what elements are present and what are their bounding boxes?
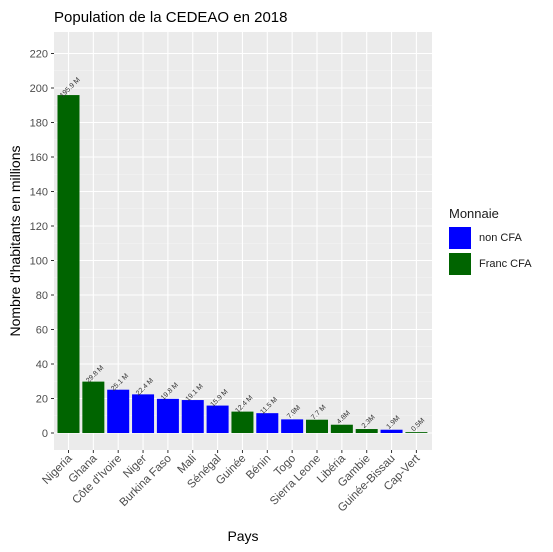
bar — [206, 405, 229, 433]
legend-label-non-cfa: non CFA — [479, 232, 522, 244]
bar — [256, 413, 279, 433]
legend: Monnaie non CFA Franc CFA — [449, 206, 532, 277]
y-tick-label: 120 — [30, 221, 48, 233]
legend-item-franc-cfa: Franc CFA — [449, 251, 532, 277]
legend-item-non-cfa: non CFA — [449, 225, 532, 251]
bar — [231, 411, 254, 433]
bar — [181, 400, 204, 433]
y-tick-label: 160 — [30, 152, 48, 164]
bar — [82, 381, 105, 433]
bar — [405, 432, 428, 433]
y-tick-label: 200 — [30, 83, 48, 95]
y-tick-label: 140 — [30, 187, 48, 199]
y-tick-label: 40 — [36, 359, 48, 371]
bars-group — [57, 95, 428, 433]
bar — [107, 389, 130, 433]
bar — [380, 429, 403, 433]
y-tick-label: 180 — [30, 118, 48, 130]
bar — [156, 398, 179, 433]
chart-title: Population de la CEDEAO en 2018 — [54, 9, 288, 26]
bar — [306, 419, 328, 433]
y-tick-label: 60 — [36, 325, 48, 337]
y-tick-label: 20 — [36, 394, 48, 406]
bar — [57, 95, 80, 433]
y-tick-label: 80 — [36, 290, 48, 302]
bar — [132, 394, 155, 433]
legend-title: Monnaie — [449, 206, 499, 221]
legend-key-franc-cfa — [449, 253, 471, 275]
y-axis-title: Nombre d'habitants en millions — [7, 146, 23, 337]
y-tick-label: 0 — [42, 428, 48, 440]
bar — [355, 429, 378, 433]
x-axis-title: Pays — [227, 528, 258, 544]
bar — [281, 419, 304, 433]
y-axis: 0 20 40 60 80 100 120 140 160 180 200 220 — [30, 49, 54, 440]
legend-key-non-cfa — [449, 227, 471, 249]
x-tick-label: Bénin — [244, 453, 273, 482]
y-tick-label: 220 — [30, 49, 48, 61]
y-tick-label: 100 — [30, 256, 48, 268]
bar — [330, 424, 353, 433]
legend-label-franc-cfa: Franc CFA — [479, 258, 532, 270]
